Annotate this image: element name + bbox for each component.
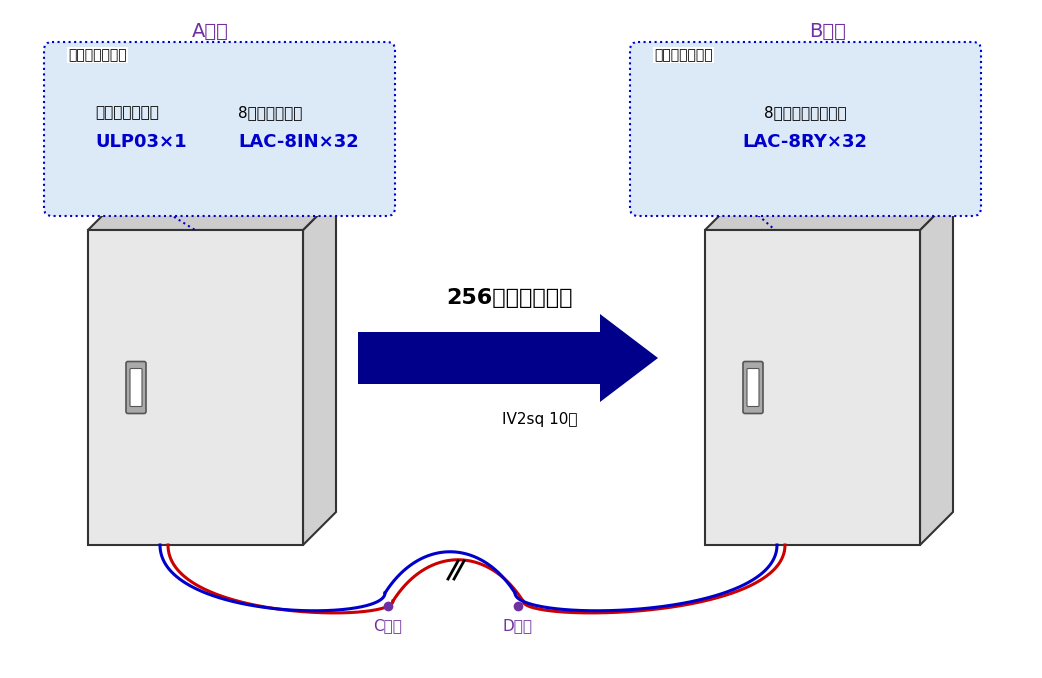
Text: C地点: C地点 (374, 618, 402, 633)
Polygon shape (705, 230, 920, 545)
FancyBboxPatch shape (743, 361, 763, 414)
Polygon shape (920, 197, 953, 545)
Text: 8接点入力基板: 8接点入力基板 (238, 105, 302, 120)
Polygon shape (88, 230, 303, 545)
FancyBboxPatch shape (747, 369, 759, 407)
FancyArrow shape (358, 314, 658, 402)
FancyBboxPatch shape (630, 42, 981, 216)
Text: 256点の接点信号: 256点の接点信号 (447, 288, 573, 308)
Text: 受け側ユニット: 受け側ユニット (654, 48, 713, 62)
FancyBboxPatch shape (44, 42, 395, 216)
Text: LAC-8IN×32: LAC-8IN×32 (238, 133, 358, 151)
Text: A地点: A地点 (192, 22, 228, 41)
Text: 伝送メイン基板: 伝送メイン基板 (95, 105, 158, 120)
FancyBboxPatch shape (130, 369, 142, 407)
Text: 送り側ユニット: 送り側ユニット (68, 48, 127, 62)
Polygon shape (88, 197, 336, 230)
Polygon shape (303, 197, 336, 545)
Text: 8点リレー出力基板: 8点リレー出力基板 (764, 105, 846, 120)
Text: LAC-8RY×32: LAC-8RY×32 (743, 133, 868, 151)
Polygon shape (705, 197, 953, 230)
Text: IV2sq 10㎨: IV2sq 10㎨ (502, 412, 577, 427)
Text: B地点: B地点 (810, 22, 846, 41)
FancyBboxPatch shape (126, 361, 146, 414)
Text: ULP03×1: ULP03×1 (95, 133, 187, 151)
Text: D地点: D地点 (503, 618, 534, 633)
